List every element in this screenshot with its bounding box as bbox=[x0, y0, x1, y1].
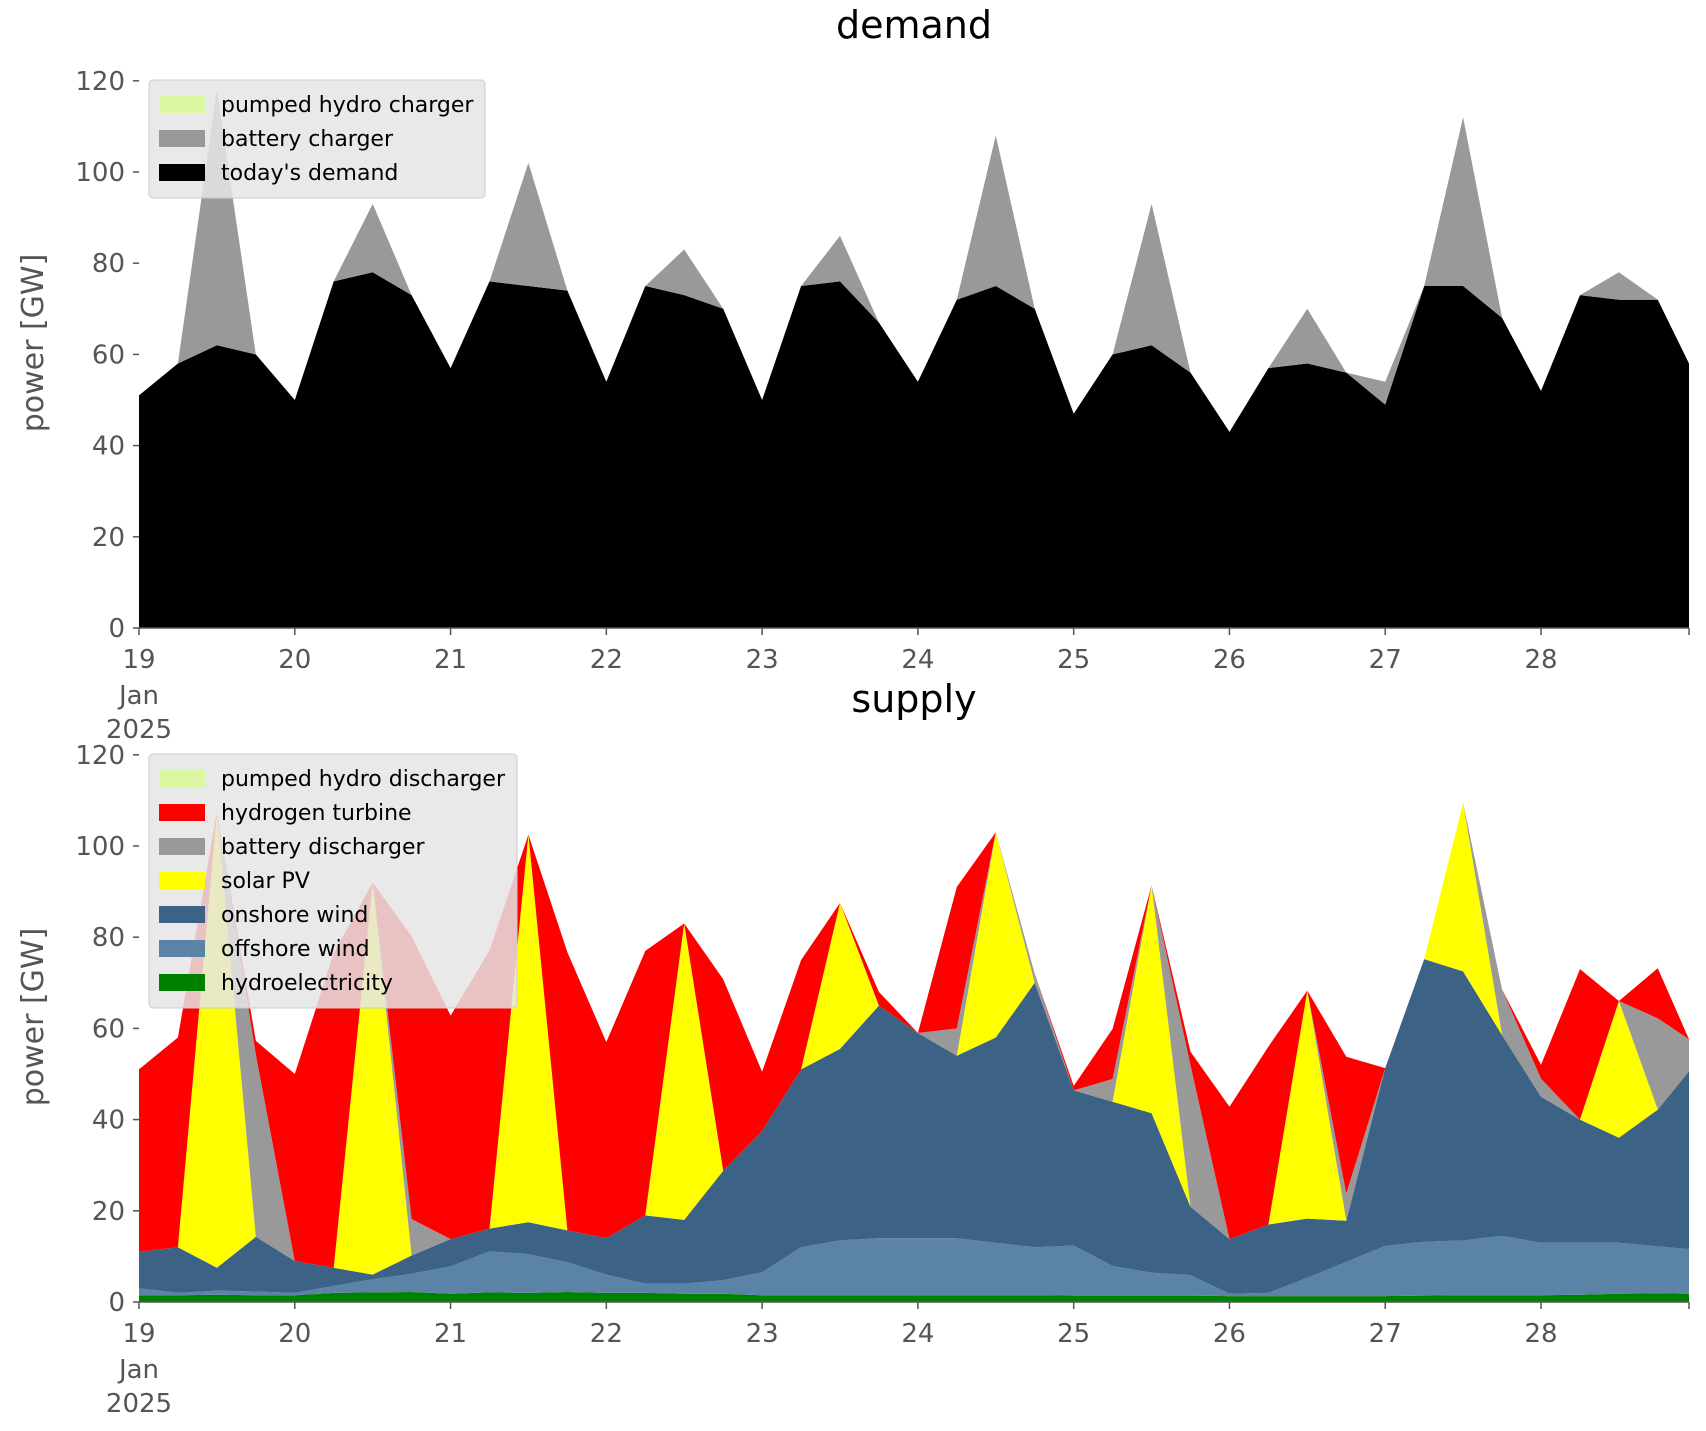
supply-legend-swatch-offshore-wind bbox=[159, 940, 205, 957]
demand-legend-label-today-s-demand: today's demand bbox=[221, 161, 398, 186]
demand-area-battery-charger bbox=[139, 89, 1689, 432]
demand-x-tick-label: 22 bbox=[590, 645, 623, 675]
supply-y-tick-label: 120 bbox=[75, 741, 125, 771]
demand-x-tick-label: 25 bbox=[1057, 645, 1090, 675]
supply-area-hydroelectricity bbox=[139, 1292, 1689, 1302]
supply-legend: pumped hydro discharger hydrogen turbine b… bbox=[148, 753, 518, 1009]
supply-x-tick-label: 28 bbox=[1524, 1319, 1557, 1349]
supply-x-tick-label: 25 bbox=[1057, 1319, 1090, 1349]
demand-x-tick-label: 21 bbox=[434, 645, 467, 675]
supply-legend-swatch-solar-pv bbox=[159, 872, 205, 889]
supply-x-tick-label: 20 bbox=[278, 1319, 311, 1349]
supply-legend-label-hydrogen-turbine: hydrogen turbine bbox=[221, 801, 412, 826]
demand-legend-label-pumped-hydro-charger: pumped hydro charger bbox=[221, 93, 474, 118]
supply-area-hydrogen-turbine bbox=[139, 802, 1689, 1268]
demand-x-tick-label: 26 bbox=[1213, 645, 1246, 675]
demand-y-tick-label: 20 bbox=[92, 523, 125, 553]
demand-legend-swatch-today-s-demand bbox=[159, 164, 205, 181]
supply-legend-label-battery-discharger: battery discharger bbox=[221, 835, 426, 860]
supply-legend-swatch-hydrogen-turbine bbox=[159, 804, 205, 821]
demand-legend-label-battery-charger: battery charger bbox=[221, 127, 394, 152]
supply-legend-swatch-battery-discharger bbox=[159, 838, 205, 855]
supply-x-tick-label: 24 bbox=[901, 1319, 934, 1349]
supply-legend-swatch-hydroelectricity bbox=[159, 974, 205, 991]
demand-x-tick-label: 28 bbox=[1524, 645, 1557, 675]
supply-y-tick-label: 100 bbox=[75, 832, 125, 862]
demand-y-tick-label: 100 bbox=[75, 158, 125, 188]
demand-y-tick-label: 0 bbox=[108, 614, 125, 644]
demand-legend-box bbox=[148, 79, 486, 199]
demand-x-tick-label: 24 bbox=[901, 645, 934, 675]
supply-area-offshore-wind bbox=[139, 1235, 1689, 1297]
demand-y-tick-label: 60 bbox=[92, 340, 125, 370]
supply-legend-box bbox=[148, 753, 518, 1009]
supply-x-sub-label: Jan bbox=[117, 1355, 159, 1385]
supply-x-sub-label: 2025 bbox=[106, 1389, 172, 1419]
supply-y-axis-label: power [GW] bbox=[16, 928, 51, 1107]
supply-y-tick-label: 40 bbox=[92, 1106, 125, 1136]
demand-y-axis-label: power [GW] bbox=[16, 254, 51, 433]
demand-y-tick-label: 120 bbox=[75, 67, 125, 97]
supply-y-tick-label: 60 bbox=[92, 1014, 125, 1044]
supply-x-tick-label: 19 bbox=[122, 1319, 155, 1349]
supply-title: supply bbox=[851, 677, 976, 721]
demand-area-today-s-demand bbox=[139, 272, 1689, 628]
demand-x-tick-label: 27 bbox=[1369, 645, 1402, 675]
supply-y-tick-label: 0 bbox=[108, 1288, 125, 1318]
demand-x-sub-label: Jan bbox=[117, 681, 159, 711]
supply-area-solar-pv bbox=[139, 802, 1689, 1275]
supply-x-tick-label: 21 bbox=[434, 1319, 467, 1349]
supply-y-tick-label: 20 bbox=[92, 1197, 125, 1227]
supply-legend-label-hydroelectricity: hydroelectricity bbox=[221, 971, 393, 996]
supply-x-tick-label: 26 bbox=[1213, 1319, 1246, 1349]
supply-legend-swatch-pumped-hydro-discharger bbox=[159, 770, 205, 787]
supply-legend-label-solar-pv: solar PV bbox=[221, 869, 310, 894]
demand-y-tick-label: 40 bbox=[92, 432, 125, 462]
supply-x-tick-label: 27 bbox=[1369, 1319, 1402, 1349]
supply-y-tick-label: 80 bbox=[92, 923, 125, 953]
demand-legend: pumped hydro charger battery charger today… bbox=[148, 79, 486, 199]
demand-chart: demand power [GW] 0 20 40 60 80 100 120 19 20 21 22 2… bbox=[16, 3, 1690, 745]
demand-legend-swatch-battery-charger bbox=[159, 130, 205, 147]
supply-x-tick-label: 23 bbox=[746, 1319, 779, 1349]
demand-title: demand bbox=[836, 3, 992, 47]
demand-x-sub-label: 2025 bbox=[106, 715, 172, 745]
supply-chart: supply power [GW] 0 20 40 60 80 100 120 19 20 21 22 2… bbox=[16, 677, 1690, 1419]
supply-legend-label-pumped-hydro-discharger: pumped hydro discharger bbox=[221, 767, 506, 792]
supply-x-tick-label: 22 bbox=[590, 1319, 623, 1349]
supply-legend-label-onshore-wind: onshore wind bbox=[221, 903, 368, 928]
demand-x-tick-label: 20 bbox=[278, 645, 311, 675]
demand-legend-swatch-pumped-hydro-charger bbox=[159, 96, 205, 113]
supply-legend-label-offshore-wind: offshore wind bbox=[221, 937, 370, 962]
demand-x-tick-label: 23 bbox=[746, 645, 779, 675]
demand-y-tick-label: 80 bbox=[92, 249, 125, 279]
demand-x-tick-label: 19 bbox=[122, 645, 155, 675]
supply-area-onshore-wind bbox=[139, 959, 1689, 1294]
supply-legend-swatch-onshore-wind bbox=[159, 906, 205, 923]
